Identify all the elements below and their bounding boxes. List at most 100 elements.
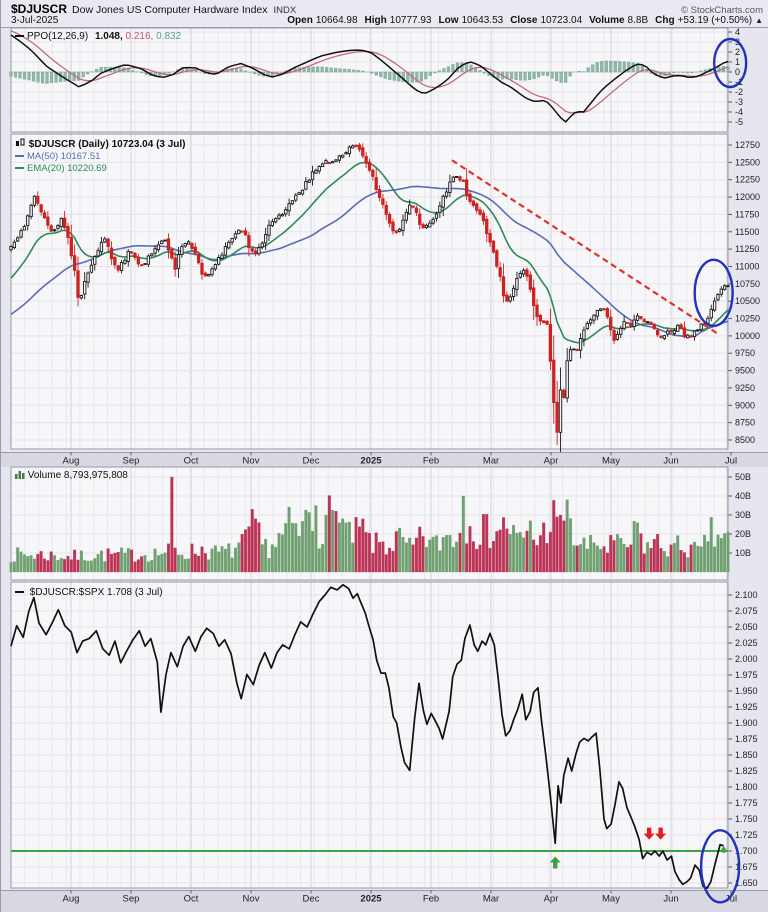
bar-chart-icon (15, 471, 25, 479)
month-label: Oct (184, 894, 199, 905)
chart-header: $DJUSCR Dow Jones US Computer Hardware I… (1, 0, 768, 28)
month-label: Aug (63, 894, 80, 905)
candlestick-icon (16, 138, 25, 146)
ticker-symbol: $DJUSCR (11, 2, 68, 16)
ema20-legend-label: EMA(20) 10220.69 (27, 163, 107, 174)
ma50-swatch-icon (15, 155, 24, 158)
ppo-line-swatch-icon (15, 35, 24, 38)
ratio-line-swatch-icon (15, 591, 24, 594)
svg-text:12750: 12750 (735, 140, 760, 150)
svg-text:2: 2 (735, 47, 740, 57)
ema20-swatch-icon (15, 167, 24, 170)
svg-text:10750: 10750 (735, 279, 760, 289)
quote-field-value: 8.8B (627, 15, 649, 26)
svg-text:11750: 11750 (735, 209, 759, 219)
month-label: Dec (303, 456, 320, 467)
svg-text:12250: 12250 (735, 175, 760, 185)
month-label: Jul (725, 456, 737, 467)
svg-text:2.000: 2.000 (735, 654, 758, 664)
grid (11, 134, 728, 449)
month-label: Jul (725, 894, 737, 905)
ppo-hist-value: 0.216, (125, 31, 154, 42)
red-down-arrow (655, 827, 667, 840)
svg-text:8750: 8750 (735, 418, 755, 428)
month-label: Mar (483, 894, 499, 905)
svg-text:1.800: 1.800 (735, 782, 758, 792)
ratio-legend: $DJUSCR:$SPX 1.708 (3 Jul) (15, 587, 163, 598)
chart-date: 3-Jul-2025 (11, 15, 59, 26)
volume-legend-value: 8,793,975,808 (63, 470, 128, 481)
month-label: Jun (663, 456, 678, 467)
svg-text:1.700: 1.700 (735, 846, 758, 856)
month-label: Oct (184, 456, 199, 467)
x-axis-strip-top: Aug Sep Oct Nov Dec 2025 Feb Mar Apr May Jun Jul (1, 452, 768, 467)
svg-text:1.725: 1.725 (735, 830, 758, 840)
month-label: Aug (63, 456, 80, 467)
month-label: May (602, 456, 620, 467)
svg-text:20B: 20B (735, 529, 751, 539)
copyright-link[interactable]: © StockCharts.com (681, 5, 763, 16)
month-label: Apr (544, 456, 559, 467)
quote-field-value: 10777.93 (389, 15, 432, 26)
volume-panel: 10B 20B 30B 40B 50B (1, 466, 768, 582)
svg-text:40B: 40B (735, 491, 751, 501)
price-legend-symbol: $DJUSCR (Daily) 10723.04 (3 Jul) (28, 139, 186, 150)
month-label: Apr (544, 894, 559, 905)
svg-text:30B: 30B (735, 510, 751, 520)
exchange-label: INDX (273, 5, 297, 16)
ppo-value: 1.048, (94, 31, 123, 42)
svg-text:-5: -5 (735, 117, 743, 127)
svg-text:11000: 11000 (735, 261, 759, 271)
quote-field-value: 10664.98 (315, 15, 358, 26)
svg-text:1.650: 1.650 (735, 878, 758, 888)
quote-field-value: +53.19 (+0.50%) (677, 15, 753, 26)
month-label: Feb (423, 456, 439, 467)
svg-text:1.875: 1.875 (735, 734, 758, 744)
svg-text:1.675: 1.675 (735, 862, 758, 872)
svg-text:1.750: 1.750 (735, 814, 758, 824)
month-label: Sep (123, 894, 140, 905)
x-axis-strip-bottom: Aug Sep Oct Nov Dec 2025 Feb Mar Apr May Jun Jul (1, 890, 768, 912)
svg-text:1.850: 1.850 (735, 750, 758, 760)
ppo-line (10, 34, 729, 123)
volume-bars (9, 476, 730, 573)
svg-text:1.975: 1.975 (735, 670, 758, 680)
ppo-legend-label: PPO(12,26,9) (27, 31, 89, 42)
svg-text:2.050: 2.050 (735, 622, 758, 632)
svg-text:2.075: 2.075 (735, 606, 758, 616)
ppo-legend: PPO(12,26,9) 1.048, 0.216, 0.832 (15, 31, 181, 42)
svg-text:1.775: 1.775 (735, 798, 758, 808)
quote-field-value: 10643.53 (461, 15, 504, 26)
quote-field-value: 10723.04 (540, 15, 583, 26)
svg-text:10500: 10500 (735, 296, 760, 306)
month-label: Feb (423, 894, 439, 905)
svg-text:2.100: 2.100 (735, 590, 758, 600)
ratio-legend-label: $DJUSCR:$SPX 1.708 (3 Jul) (29, 587, 163, 598)
index-name: Dow Jones US Computer Hardware Index (72, 4, 268, 16)
month-label: Sep (123, 456, 140, 467)
svg-text:-3: -3 (735, 97, 743, 107)
svg-text:1: 1 (735, 57, 740, 67)
ratio-line (10, 583, 724, 889)
svg-text:-2: -2 (735, 87, 743, 97)
svg-text:10B: 10B (735, 548, 751, 558)
price-legend: $DJUSCR (Daily) 10723.04 (3 Jul) MA(50) … (15, 138, 186, 174)
ma50-legend-label: MA(50) 10167.51 (27, 151, 101, 162)
svg-text:9500: 9500 (735, 366, 755, 376)
month-label: Nov (243, 456, 260, 467)
svg-text:11500: 11500 (735, 227, 759, 237)
ppo-breakout-circle (712, 37, 748, 89)
svg-text:4: 4 (735, 27, 740, 37)
green-up-arrow (720, 846, 727, 853)
svg-text:0: 0 (735, 67, 740, 77)
quote-field-label: Volume (589, 15, 625, 26)
price-breakout-circle (693, 258, 734, 328)
ratio-panel: 2.100 2.075 2.050 2.025 2.000 1.975 1.950 1.925… (1, 581, 768, 904)
svg-text:10000: 10000 (735, 331, 760, 341)
svg-text:9250: 9250 (735, 383, 755, 393)
candles (9, 142, 730, 457)
svg-text:1.950: 1.950 (735, 686, 758, 696)
quote-summary: Open 10664.98 High 10777.93 Low 10643.53 Close… (280, 15, 752, 26)
volume-legend-label: Volume (27, 470, 62, 481)
